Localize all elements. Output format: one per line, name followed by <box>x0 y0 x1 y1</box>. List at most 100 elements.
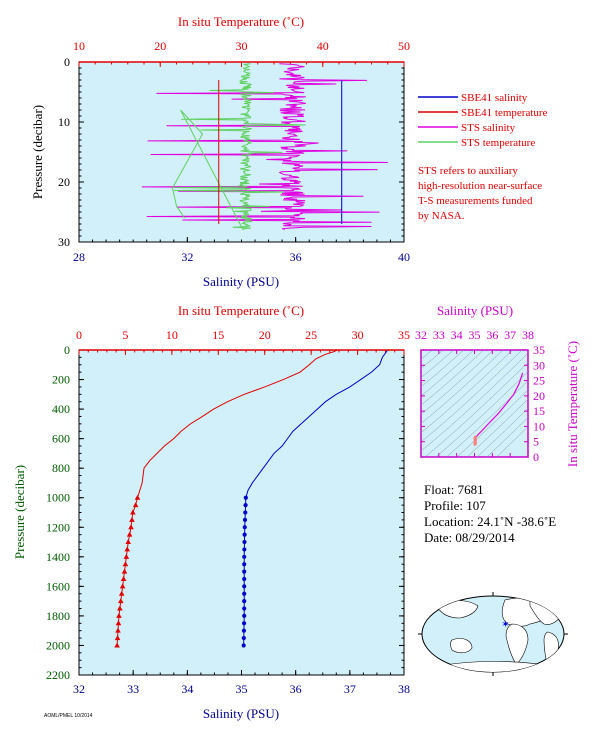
temperature-triangle-marker <box>114 642 120 648</box>
legend-label-sts-temperature: STS temperature <box>461 137 535 149</box>
panel3-right-tick-label: 35 <box>533 343 545 357</box>
full-profile-panel: In situ Temperature (˚C) Salinity (PSU) … <box>12 303 410 721</box>
salinity-circle-marker <box>242 591 247 596</box>
map-float-location-marker: ✶ <box>501 619 509 630</box>
ts-isopycnal <box>421 350 523 442</box>
panel1-top-xlabel: In situ Temperature (˚C) <box>178 14 304 29</box>
panel2-bottom-xlabel: Salinity (PSU) <box>203 706 279 721</box>
panel1-y-tick-label: 10 <box>58 115 70 129</box>
salinity-circle-marker <box>242 547 247 552</box>
temperature-triangle-marker <box>118 590 125 596</box>
panel3-top-tick-label: 37 <box>504 328 516 342</box>
near-surface-plot-area <box>78 61 405 243</box>
panel2-y-tick-label: 1400 <box>46 550 70 564</box>
panel1-top-tick-label: 50 <box>398 39 410 53</box>
salinity-circle-marker <box>242 562 247 567</box>
panel1-y-tick-label: 20 <box>58 175 70 189</box>
salinity-circle-marker <box>242 569 247 574</box>
panel3-right-ylabel: In situ Temperature (˚C) <box>565 341 580 467</box>
panel3-right-tick-label: 15 <box>533 404 545 418</box>
panel1-y-tick-label: 30 <box>58 235 70 249</box>
temperature-triangle-marker <box>122 561 129 567</box>
salinity-circle-marker <box>243 495 248 500</box>
panel2-y-tick-label: 1200 <box>46 520 70 534</box>
panel2-bottom-tick-label: 35 <box>236 682 248 696</box>
temperature-triangle-marker <box>130 509 136 515</box>
footer-credit: AOML/PMEL 10/2014 <box>44 713 93 719</box>
panel3-right-tick-label: 10 <box>533 419 545 433</box>
panel1-bottom-tick-label: 40 <box>398 250 410 264</box>
temperature-triangle-marker <box>125 539 132 545</box>
float-location: Location: 24.1˚N -38.6˚E <box>424 514 557 529</box>
temperature-triangle-marker <box>115 627 121 633</box>
float-date: Date: 08/29/2014 <box>424 530 515 545</box>
temperature-triangle-marker <box>123 553 130 559</box>
sts-note-line-3: T-S measurements funded <box>418 195 533 207</box>
sts-note-line-2: high-resolution near-surface <box>418 180 542 192</box>
ts-isopycnal <box>486 417 528 457</box>
sts-salinity-trace <box>141 63 388 230</box>
salinity-circle-marker <box>242 539 247 545</box>
ts-isopycnal <box>421 350 454 378</box>
temperature-triangle-marker <box>117 598 124 604</box>
sts-temperature-trace <box>171 63 306 231</box>
temperature-triangle-marker <box>115 620 122 626</box>
ts-diagram-panel: Salinity (PSU) In situ Temperature (˚C) … <box>415 303 580 467</box>
ts-isopycnal <box>421 350 484 406</box>
temperature-triangle-marker <box>134 494 141 500</box>
float-id: Float: 7681 <box>424 482 484 497</box>
panel2-top-tick-label: 15 <box>212 328 224 342</box>
ts-isopycnal <box>421 353 528 452</box>
ts-isopycnal <box>421 350 494 415</box>
panel2-y-tick-label: 800 <box>52 461 70 475</box>
salinity-circle-marker <box>241 635 246 641</box>
panel1-bottom-tick-label: 36 <box>290 250 302 264</box>
panel3-top-tick-label: 35 <box>469 328 481 342</box>
panel1-sts-traces <box>141 63 388 231</box>
sts-note-line-1: STS refers to auxiliary <box>418 165 518 177</box>
panel2-bottom-tick-label: 33 <box>127 682 139 696</box>
panel3-top-tick-label: 36 <box>486 328 498 342</box>
salinity-circle-marker <box>241 643 246 648</box>
sts-note-line-4: by NASA. <box>418 210 465 222</box>
legend-label-sbe41-salinity: SBE41 salinity <box>461 92 528 104</box>
temperature-triangle-marker <box>116 612 122 618</box>
full-profile-plot-area <box>78 349 405 676</box>
panel3-top-tick-label: 34 <box>451 328 463 342</box>
temperature-triangle-marker <box>120 575 127 581</box>
salinity-circle-marker <box>243 503 248 508</box>
legend-label-sbe41-temperature: SBE41 temperature <box>461 107 548 119</box>
salinity-circle-marker <box>242 599 247 604</box>
panel1-top-tick-label: 20 <box>154 39 166 53</box>
ts-isopycnal <box>421 350 465 387</box>
panel3-right-tick-label: 20 <box>533 389 545 403</box>
float-info-block: Float: 7681 Profile: 107 Location: 24.1˚… <box>424 482 556 546</box>
ts-series <box>473 372 524 446</box>
panel3-right-tick-label: 25 <box>533 374 545 388</box>
panel2-y-tick-label: 1600 <box>46 579 70 593</box>
salinity-circle-marker <box>241 621 247 626</box>
panel2-bottom-tick-label: 36 <box>290 682 302 696</box>
near-surface-panel: In situ Temperature (˚C) Salinity (PSU) … <box>30 14 410 289</box>
panel2-ylabel: Pressure (decibar) <box>12 465 27 559</box>
float-profile: Profile: 107 <box>424 498 486 513</box>
panel1-bottom-tick-label: 28 <box>73 250 85 264</box>
panel2-y-tick-label: 2200 <box>46 668 70 682</box>
temperature-triangle-marker <box>121 568 128 574</box>
panel2-y-tick-label: 600 <box>52 432 70 446</box>
panel2-top-xlabel: In situ Temperature (˚C) <box>178 303 304 318</box>
panel1-top-tick-label: 30 <box>236 39 248 53</box>
salinity-circle-marker <box>242 554 247 559</box>
temperature-triangle-marker <box>132 502 139 508</box>
panel3-top-tick-label: 32 <box>415 328 427 342</box>
near-surface-legend: SBE41 salinity SBE41 temperature STS sal… <box>418 92 548 222</box>
panel1-top-tick-label: 10 <box>73 39 85 53</box>
panel2-series <box>114 350 389 648</box>
temperature-triangle-marker <box>126 531 133 537</box>
panel2-top-tick-label: 35 <box>398 328 410 342</box>
ts-deep-marker <box>473 435 477 439</box>
temperature-triangle-marker <box>117 605 123 611</box>
panel1-y-tick-label: 0 <box>64 55 70 69</box>
ts-isopycnal <box>421 350 504 424</box>
